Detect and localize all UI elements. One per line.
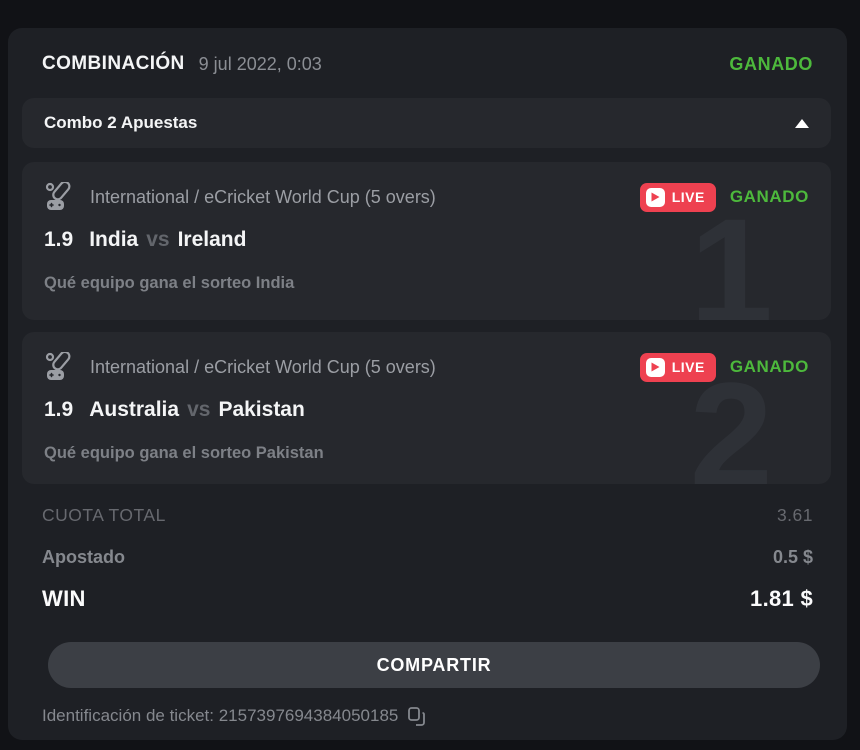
match-row: 1.9 Australia vs Pakistan [44,398,809,422]
live-badge: LIVE [639,182,716,212]
odds-value: 1.9 [44,228,74,251]
combo-header-row[interactable]: Combo 2 Apuestas [22,98,831,148]
bet-card-2: 2 International / eCricket World Cup (5 … [22,332,831,484]
bet-status-badge: GANADO [729,357,809,376]
ticket-id-row: Identificación de ticket: 21573976943840… [42,706,813,726]
win-label: WIN [42,586,86,611]
team-home: Australia [89,398,180,421]
ticket-id-label: Identificación de ticket: [42,706,214,725]
match-row: 1.9 India vs Ireland [44,228,809,252]
stake-label: Apostado [42,546,125,567]
bet-datetime: 9 jul 2022, 0:03 [198,53,322,74]
bet-status-badge: GANADO [729,187,809,206]
total-odds-row: CUOTA TOTAL 3.61 [42,494,813,536]
live-badge: LIVE [639,352,716,382]
bet-card-1: 1 International / eCricket World Cup (5 … [22,162,831,320]
league-row: International / eCricket World Cup (5 ov… [44,182,809,212]
ecricket-icon [44,182,78,212]
total-odds-value: 3.61 [776,504,813,525]
odds-value: 1.9 [44,398,74,421]
ecricket-icon [44,352,78,382]
copy-icon[interactable] [408,706,426,726]
chevron-up-icon[interactable] [795,118,809,128]
league-name: International / eCricket World Cup (5 ov… [90,186,436,207]
team-away: Ireland [177,228,247,251]
play-icon [645,357,665,377]
league-name: International / eCricket World Cup (5 ov… [90,356,436,377]
bet-index-watermark: 2 [689,351,773,484]
stake-value: 0.5 $ [772,546,813,567]
ticket-status-badge: GANADO [729,53,813,74]
play-icon [645,187,665,207]
ticket-id-value: 2157397694384050185 [218,706,399,725]
combo-label: Combo 2 Apuestas [44,113,198,132]
market-pick: Qué equipo gana el sorteo India [44,274,295,292]
market-pick: Qué equipo gana el sorteo Pakistan [44,444,324,462]
team-home: India [89,228,139,251]
win-value: 1.81 $ [750,586,813,611]
bet-ticket-panel: COMBINACIÓN 9 jul 2022, 0:03 GANADO Comb… [8,28,847,740]
bet-type-label: COMBINACIÓN [42,53,185,74]
ticket-header: COMBINACIÓN 9 jul 2022, 0:03 GANADO [8,28,847,90]
share-button[interactable]: COMPARTIR [48,642,820,688]
vs-label: vs [187,398,211,421]
totals-section: CUOTA TOTAL 3.61 Apostado 0.5 $ WIN 1.81… [8,484,847,620]
league-row: International / eCricket World Cup (5 ov… [44,352,809,382]
win-row: WIN 1.81 $ [42,578,813,620]
total-odds-label: CUOTA TOTAL [42,504,166,525]
team-away: Pakistan [218,398,305,421]
stake-row: Apostado 0.5 $ [42,536,813,578]
vs-label: vs [146,228,170,251]
bet-index-watermark: 1 [689,187,773,320]
